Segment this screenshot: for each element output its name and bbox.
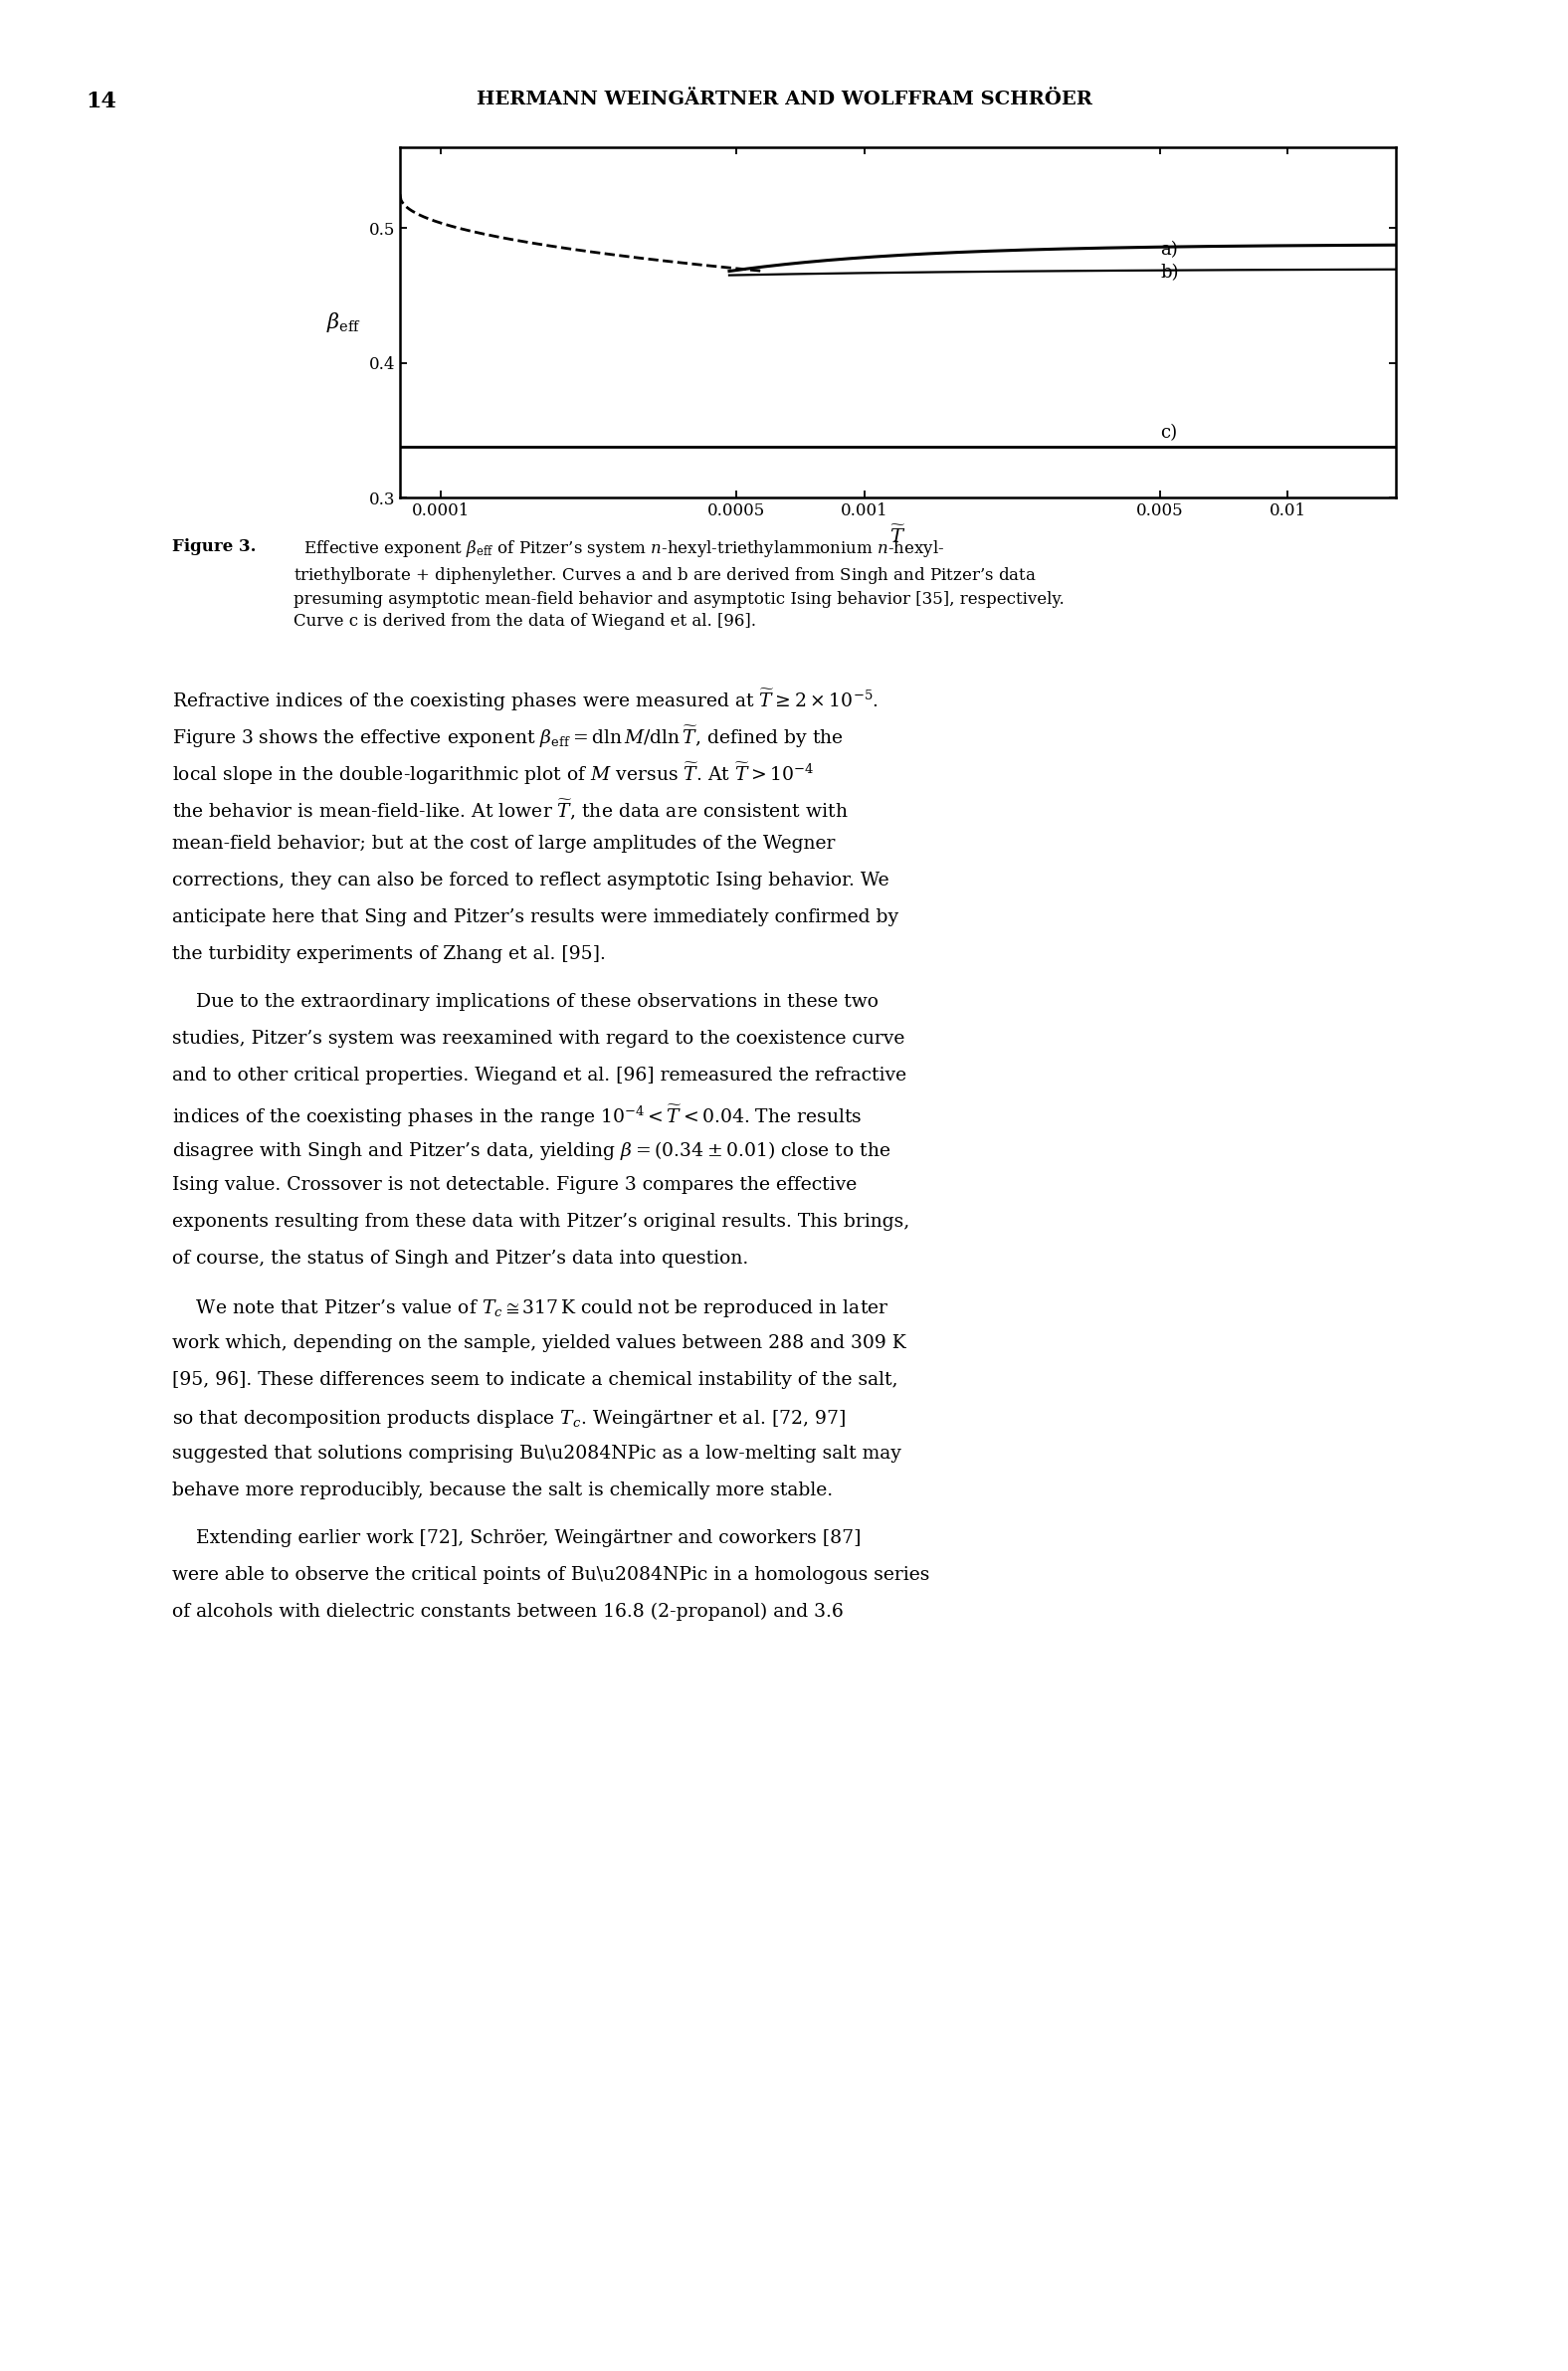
Text: so that decomposition products displace $T_c$. Weingärtner et al. [72, 97]: so that decomposition products displace … — [172, 1408, 845, 1430]
Text: mean-field behavior; but at the cost of large amplitudes of the Wegner: mean-field behavior; but at the cost of … — [172, 835, 836, 854]
Text: [95, 96]. These differences seem to indicate a chemical instability of the salt,: [95, 96]. These differences seem to indi… — [172, 1370, 898, 1389]
Text: behave more reproducibly, because the salt is chemically more stable.: behave more reproducibly, because the sa… — [172, 1482, 833, 1498]
Text: were able to observe the critical points of Bu\u2084NPic in a homologous series: were able to observe the critical points… — [172, 1565, 930, 1584]
Text: b): b) — [1160, 263, 1179, 282]
Text: 14: 14 — [86, 90, 118, 111]
Y-axis label: $\beta_{\rm eff}$: $\beta_{\rm eff}$ — [326, 311, 361, 334]
Text: exponents resulting from these data with Pitzer’s original results. This brings,: exponents resulting from these data with… — [172, 1214, 909, 1231]
Text: Extending earlier work [72], Schröer, Weingärtner and coworkers [87]: Extending earlier work [72], Schröer, We… — [172, 1529, 861, 1548]
Text: Ising value. Crossover is not detectable. Figure 3 compares the effective: Ising value. Crossover is not detectable… — [172, 1176, 858, 1195]
Text: Figure 3 shows the effective exponent $\beta_{\rm eff} = {\rm d}\ln M/{\rm d}\ln: Figure 3 shows the effective exponent $\… — [172, 726, 844, 749]
Text: work which, depending on the sample, yielded values between 288 and 309 K: work which, depending on the sample, yie… — [172, 1335, 906, 1351]
Text: Figure 3.: Figure 3. — [172, 538, 257, 555]
Text: local slope in the double-logarithmic plot of $M$ versus $\widetilde{T}$. At $\w: local slope in the double-logarithmic pl… — [172, 761, 814, 787]
Text: the behavior is mean-field-like. At lower $\widetilde{T}$, the data are consiste: the behavior is mean-field-like. At lowe… — [172, 797, 848, 823]
Text: Refractive indices of the coexisting phases were measured at $\widetilde{T} \geq: Refractive indices of the coexisting pha… — [172, 688, 880, 714]
Text: the turbidity experiments of Zhang et al. [95].: the turbidity experiments of Zhang et al… — [172, 944, 607, 963]
Text: and to other critical properties. Wiegand et al. [96] remeasured the refractive: and to other critical properties. Wiegan… — [172, 1067, 906, 1084]
Text: of alcohols with dielectric constants between 16.8 (2-propanol) and 3.6: of alcohols with dielectric constants be… — [172, 1603, 844, 1622]
Text: Due to the extraordinary implications of these observations in these two: Due to the extraordinary implications of… — [172, 993, 880, 1010]
Text: Effective exponent $\beta_{\rm eff}$ of Pitzer’s system $n$-hexyl-triethylammoni: Effective exponent $\beta_{\rm eff}$ of … — [293, 538, 1065, 631]
Text: a): a) — [1160, 239, 1178, 258]
Text: disagree with Singh and Pitzer’s data, yielding $\beta = (0.34 \pm 0.01)$ close : disagree with Singh and Pitzer’s data, y… — [172, 1140, 891, 1162]
Text: of course, the status of Singh and Pitzer’s data into question.: of course, the status of Singh and Pitze… — [172, 1250, 750, 1268]
Text: c): c) — [1160, 424, 1178, 441]
Text: studies, Pitzer’s system was reexamined with regard to the coexistence curve: studies, Pitzer’s system was reexamined … — [172, 1029, 905, 1048]
Text: We note that Pitzer’s value of $T_c \cong 317\,{\rm K}$ could not be reproduced : We note that Pitzer’s value of $T_c \con… — [172, 1297, 889, 1321]
Text: anticipate here that Sing and Pitzer’s results were immediately confirmed by: anticipate here that Sing and Pitzer’s r… — [172, 908, 898, 927]
Text: indices of the coexisting phases in the range $10^{-4}<\widetilde{T}<0.04$. The : indices of the coexisting phases in the … — [172, 1103, 862, 1129]
Text: HERMANN WEINGÄRTNER AND WOLFFRAM SCHRÖER: HERMANN WEINGÄRTNER AND WOLFFRAM SCHRÖER — [477, 90, 1091, 109]
Text: suggested that solutions comprising Bu\u2084NPic as a low-melting salt may: suggested that solutions comprising Bu\u… — [172, 1444, 902, 1463]
Text: corrections, they can also be forced to reflect asymptotic Ising behavior. We: corrections, they can also be forced to … — [172, 870, 889, 889]
X-axis label: $\widetilde{T}$: $\widetilde{T}$ — [889, 526, 906, 548]
